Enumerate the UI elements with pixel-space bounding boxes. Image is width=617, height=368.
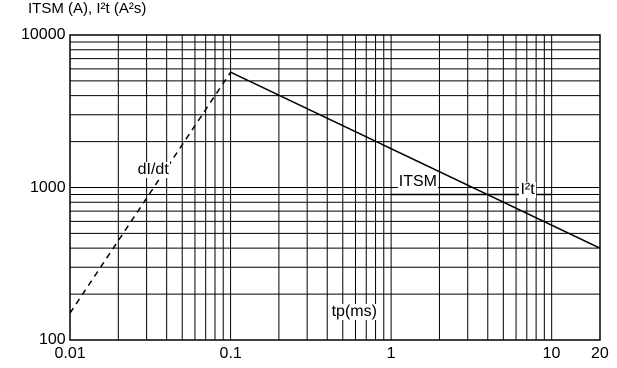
series-line-0 <box>69 71 232 314</box>
x-tick-label-4: 20 <box>591 345 609 362</box>
y-tick-label-2: 10000 <box>21 26 66 43</box>
annotation-2: I²t <box>519 181 536 199</box>
y-tick-label-1: 1000 <box>30 178 66 196</box>
annotation-3: tp(ms) <box>330 303 378 321</box>
x-tick-label-3: 10 <box>542 345 561 362</box>
chart-title: ITSM (A), I²t (A²s) <box>28 0 147 17</box>
series-line-1 <box>230 71 601 249</box>
annotation-0: dI/dt <box>136 161 170 179</box>
y-tick-label-0: 100 <box>39 331 66 348</box>
annotation-1: ITSM <box>397 172 438 190</box>
plot-frame <box>69 34 601 341</box>
x-tick-label-2: 1 <box>386 345 396 362</box>
x-tick-label-1: 0.1 <box>219 345 242 362</box>
x-tick-label-0: 0.01 <box>54 345 86 362</box>
